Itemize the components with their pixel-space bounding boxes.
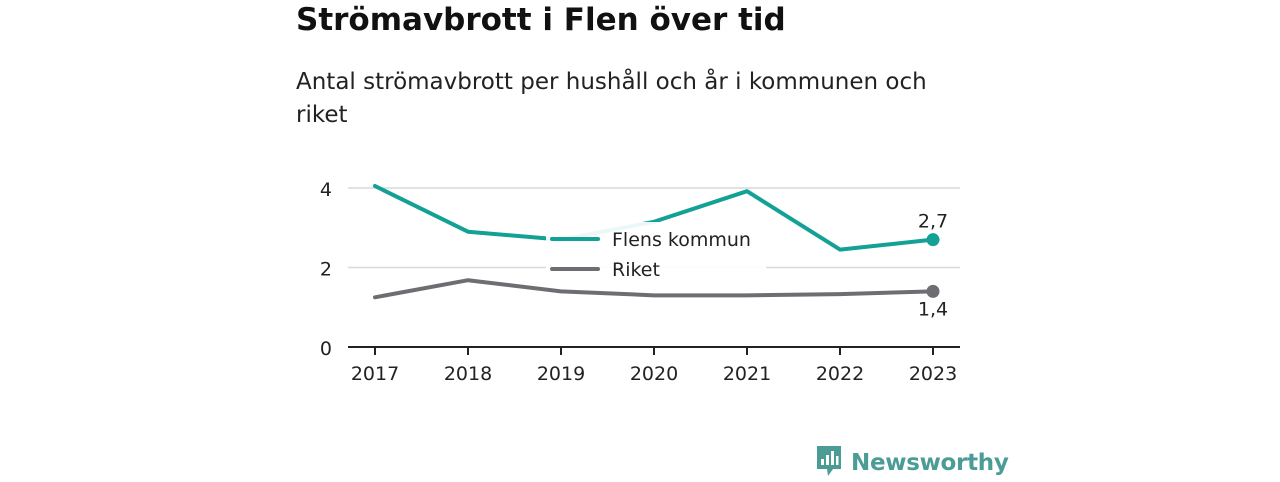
series-line: [373, 184, 935, 252]
x-tick-label: 2017: [351, 363, 399, 385]
x-axis: 2017 2018 2019 2020 2021 2022 2023: [348, 346, 960, 385]
series-lines: [373, 184, 940, 300]
y-axis: 0 2 4: [320, 179, 332, 360]
chart-title: Strömavbrott i Flen över tid: [296, 2, 786, 38]
x-tick-label: 2020: [630, 363, 678, 385]
y-tick-label: 2: [320, 259, 332, 281]
end-labels: 2,7 1,4: [918, 211, 948, 321]
y-tick-label: 0: [320, 338, 332, 360]
series-line: [373, 278, 935, 300]
x-tick-label: 2023: [909, 363, 957, 385]
legend-label: Riket: [612, 259, 660, 281]
x-tick-label: 2022: [816, 363, 864, 385]
legend-label: Flens kommun: [612, 229, 751, 251]
x-tick-label: 2019: [537, 363, 585, 385]
end-point: [926, 284, 940, 298]
end-point: [926, 233, 940, 247]
legend: Flens kommun Riket: [546, 222, 766, 284]
line-chart: 2017 2018 2019 2020 2021 2022 2023 0 2 4 Flens k…: [320, 179, 960, 385]
newsworthy-bar-chart-icon: [815, 444, 843, 482]
legend-background: [546, 222, 766, 284]
x-tick-label: 2021: [723, 363, 771, 385]
y-tick-label: 4: [320, 179, 332, 201]
newsworthy-brand: Newsworthy: [815, 446, 1009, 480]
series-flens-kommun: [373, 184, 940, 252]
end-value-label: 1,4: [918, 298, 948, 320]
series-riket: [373, 278, 940, 300]
x-tick-label: 2018: [444, 363, 492, 385]
brand-name: Newsworthy: [851, 450, 1009, 476]
chart-subtitle: Antal strömavbrott per hushåll och år i …: [296, 69, 927, 128]
end-value-label: 2,7: [918, 211, 948, 233]
